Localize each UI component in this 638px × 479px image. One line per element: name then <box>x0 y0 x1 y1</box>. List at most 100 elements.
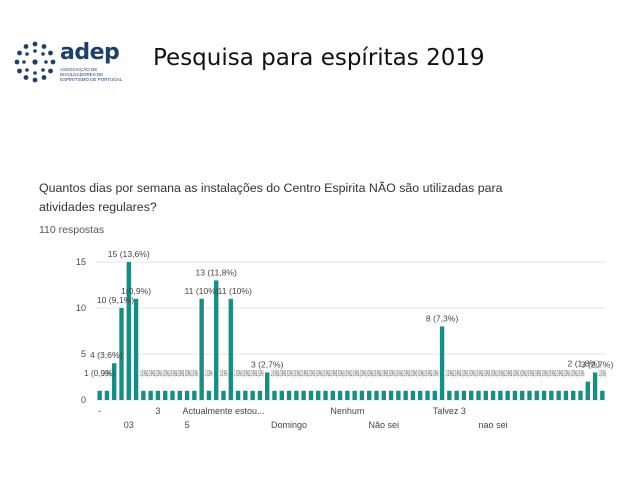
bar <box>403 390 408 400</box>
bar <box>235 390 241 400</box>
data-label-small: 1 (0,9%) <box>562 369 570 378</box>
data-label-small: 1 (0,9%) <box>540 369 548 378</box>
bar <box>439 326 445 400</box>
data-label-small: 1 (0,9%) <box>460 369 468 378</box>
bar <box>250 390 255 400</box>
bar <box>476 390 481 400</box>
data-label-small: 1 (0,9%) <box>482 369 490 378</box>
data-label-small: 1 (0,9%) <box>504 369 512 378</box>
bar <box>556 390 561 400</box>
data-label: 15 (13,6%) <box>108 249 150 259</box>
bar <box>418 390 423 400</box>
bar <box>141 390 146 400</box>
logo-text: adep <box>60 40 120 65</box>
bar <box>301 390 306 400</box>
bar <box>447 390 452 400</box>
bar <box>563 390 569 400</box>
bar <box>316 390 321 400</box>
y-tick-label: 5 <box>81 349 86 359</box>
bar <box>199 298 204 400</box>
x-tick-label: Domingo <box>271 420 307 430</box>
bar <box>549 390 554 400</box>
data-label: 1(0,9%) <box>121 286 151 296</box>
bar <box>126 262 131 400</box>
bar <box>323 390 328 400</box>
data-label-small: 1 (0,9%) <box>358 369 366 378</box>
data-label-small: 1 (0,9%) <box>424 369 432 378</box>
x-tick-label: 5 <box>185 420 190 430</box>
data-label-small: 1 (0,9%) <box>373 369 381 378</box>
bar <box>184 390 190 400</box>
data-label-small: 1 (0,9%) <box>365 369 373 378</box>
bar <box>571 390 576 400</box>
data-label: 4 (3,6%) <box>90 350 123 360</box>
bar <box>359 390 365 400</box>
data-label-small: 1 (0,9%) <box>380 369 388 378</box>
bar <box>177 390 182 400</box>
data-label-small: 1 (0,9%) <box>183 369 191 378</box>
bar <box>279 390 284 400</box>
data-label-small: 1 (0,9%) <box>176 369 184 378</box>
data-label-small: 1 (0,9%) <box>271 369 279 378</box>
bar <box>498 390 503 400</box>
bar <box>410 390 416 400</box>
x-tick-label: 3 <box>155 406 160 416</box>
x-tick-label: Talvez 3 <box>433 406 466 416</box>
data-label-small: 1 (0,9%) <box>140 369 148 378</box>
data-label-small: 1 (0,9%) <box>147 369 155 378</box>
bar <box>520 390 525 400</box>
data-label-small: 1 (0,9%) <box>402 369 410 378</box>
data-label-small: 1 (0,9%) <box>526 369 534 378</box>
bar <box>265 372 270 400</box>
data-label-small: 1 (0,9%) <box>577 369 585 378</box>
data-label-small: 1 (0,9%) <box>205 369 213 378</box>
bar <box>592 372 598 400</box>
bar <box>396 390 401 400</box>
y-tick-label: 15 <box>76 257 86 267</box>
data-label-small: 1 (0,9%) <box>249 369 257 378</box>
data-label-small: 1 (0,9%) <box>84 369 115 378</box>
bar <box>192 390 197 400</box>
bar <box>585 381 590 400</box>
data-label-small: 1 (0,9%) <box>453 369 461 378</box>
data-label-small: 1 (0,9%) <box>169 369 177 378</box>
data-label-small: 1 (0,9%) <box>344 369 352 378</box>
bar <box>330 390 335 400</box>
bar <box>104 390 110 400</box>
bar <box>578 390 583 400</box>
bar <box>337 390 343 400</box>
data-label: 11 (10%) <box>185 286 219 296</box>
bar <box>505 390 510 400</box>
data-label: 2 (1,8%) <box>568 359 601 369</box>
data-label-small: 1 (0,9%) <box>234 369 242 378</box>
x-tick-label: Actualmente estou... <box>182 406 264 416</box>
bar <box>432 390 437 400</box>
bar <box>294 390 299 400</box>
bar <box>243 390 248 400</box>
bar <box>97 390 102 400</box>
x-tick-label: 03 <box>124 420 134 430</box>
data-label-small: 1 (0,9%) <box>161 369 169 378</box>
data-label-small: 1 (0,9%) <box>242 369 250 378</box>
x-tick-label: - <box>98 406 101 416</box>
bar <box>461 390 467 400</box>
data-label-small: 1 (0,9%) <box>599 369 607 378</box>
bar <box>221 390 226 400</box>
bar <box>534 390 539 400</box>
bar <box>374 390 379 400</box>
bar <box>228 298 233 400</box>
bar <box>381 390 386 400</box>
data-label-small: 1 (0,9%) <box>293 369 301 378</box>
data-label-small: 1 (0,9%) <box>497 369 505 378</box>
data-label-small: 1 (0,9%) <box>154 369 162 378</box>
data-label-small: 1 (0,9%) <box>555 369 563 378</box>
data-label-small: 1 (0,9%) <box>467 369 475 378</box>
bar <box>257 390 263 400</box>
data-label-small: 1 (0,9%) <box>322 369 330 378</box>
bar <box>112 363 117 400</box>
bar <box>469 390 474 400</box>
response-count: 110 respostas <box>39 224 105 236</box>
bar <box>388 390 394 400</box>
bar <box>163 390 168 400</box>
